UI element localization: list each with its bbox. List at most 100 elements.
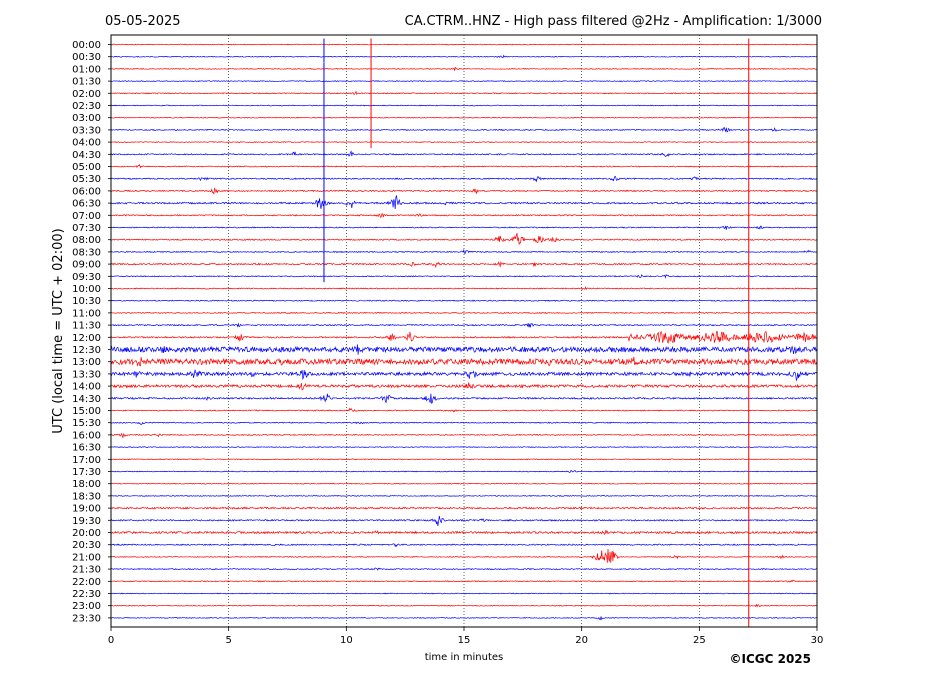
date-label: 05-05-2025 <box>105 14 181 29</box>
trace-row-0130 <box>110 80 817 83</box>
trace-row-1830 <box>110 495 817 497</box>
trace-row-1030 <box>110 299 817 302</box>
trace-row-2300 <box>110 603 817 608</box>
trace-row-0000 <box>110 43 817 46</box>
row-time-label: 03:30 <box>72 125 101 136</box>
row-time-label: 00:30 <box>72 52 101 63</box>
row-time-label: 10:00 <box>72 284 101 295</box>
trace-row-1130 <box>110 322 817 328</box>
x-axis-ticks: 0 5 10 15 20 25 30 <box>108 627 824 646</box>
row-time-label: 22:00 <box>72 577 101 588</box>
row-time-label: 02:00 <box>72 89 101 100</box>
row-time-label: 02:30 <box>72 101 101 112</box>
x-tick-label: 20 <box>575 635 588 646</box>
x-axis-label: time in minutes <box>425 652 504 663</box>
x-tick-label: 30 <box>811 635 824 646</box>
row-time-label: 01:30 <box>72 77 101 88</box>
trace-row-1330 <box>110 369 817 382</box>
trace-row-1630 <box>110 446 817 448</box>
x-tick-label: 25 <box>693 635 706 646</box>
trace-row-0200 <box>110 90 817 96</box>
trace-row-2200 <box>110 579 817 583</box>
x-tick-label: 0 <box>108 635 114 646</box>
row-time-label: 23:00 <box>72 601 101 612</box>
trace-row-0100 <box>110 66 817 71</box>
row-time-label: 15:00 <box>72 406 101 417</box>
trace-row-2330 <box>110 616 817 621</box>
row-time-label: 19:30 <box>72 516 101 527</box>
trace-row-2130 <box>110 567 817 571</box>
row-time-label: 18:30 <box>72 491 101 502</box>
trace-row-1000 <box>110 286 817 291</box>
row-time-label: 08:30 <box>72 247 101 258</box>
grid-lines <box>228 35 700 627</box>
row-time-label: 07:30 <box>72 223 101 234</box>
trace-row-1230 <box>110 344 817 355</box>
trace-row-0730 <box>110 225 817 230</box>
trace-row-0830 <box>110 248 817 255</box>
plot-frame <box>110 34 818 628</box>
trace-row-1300 <box>110 356 817 367</box>
trace-row-1930 <box>110 515 817 526</box>
trace-row-0230 <box>110 104 817 107</box>
trace-row-2000 <box>110 530 817 535</box>
trace-row-1200 <box>110 330 817 344</box>
trace-row-0330 <box>110 126 817 133</box>
trace-row-0700 <box>110 213 817 218</box>
row-time-label: 15:30 <box>72 418 101 429</box>
trace-row-2100 <box>110 548 817 563</box>
row-time-label: 10:30 <box>72 296 101 307</box>
row-time-label: 20:30 <box>72 540 101 551</box>
trace-row-2230 <box>110 592 817 595</box>
row-time-label: 05:30 <box>72 174 101 185</box>
row-time-label: 04:30 <box>72 150 101 161</box>
row-time-label: 19:00 <box>72 504 101 515</box>
row-time-label: 18:00 <box>72 479 101 490</box>
row-time-label: 23:30 <box>72 613 101 624</box>
trace-row-1800 <box>110 482 817 485</box>
row-time-label: 12:00 <box>72 333 101 344</box>
row-time-label: 16:00 <box>72 430 101 441</box>
chart-title: CA.CTRM..HNZ - High pass filtered @2Hz -… <box>405 14 822 29</box>
row-time-label: 00:00 <box>72 40 101 51</box>
row-time-label: 13:00 <box>72 357 101 368</box>
row-time-label: 13:30 <box>72 369 101 380</box>
spike-lines <box>323 38 750 627</box>
trace-row-0900 <box>110 260 817 269</box>
trace-row-0630 <box>110 194 817 210</box>
row-time-label: 06:30 <box>72 199 101 210</box>
trace-rows <box>110 43 817 621</box>
row-time-label: 07:00 <box>72 211 101 222</box>
x-tick-label: 10 <box>340 635 353 646</box>
x-tick-label: 15 <box>458 635 471 646</box>
row-time-label: 14:30 <box>72 394 101 405</box>
trace-row-0530 <box>110 175 817 183</box>
trace-row-0400 <box>110 140 817 143</box>
trace-row-1900 <box>110 506 817 510</box>
trace-row-0300 <box>110 116 817 119</box>
trace-row-0600 <box>110 187 817 195</box>
row-time-label: 11:00 <box>72 308 101 319</box>
copyright-label: ©ICGC 2025 <box>729 652 811 666</box>
row-time-label: 01:00 <box>72 64 101 75</box>
trace-row-1400 <box>110 382 817 391</box>
trace-row-0800 <box>110 233 817 246</box>
row-time-label: 09:00 <box>72 260 101 271</box>
trace-row-1730 <box>110 470 817 473</box>
row-time-label: 06:00 <box>72 186 101 197</box>
row-time-label: 22:30 <box>72 589 101 600</box>
trace-row-1530 <box>110 421 817 425</box>
trace-row-1100 <box>110 311 817 314</box>
row-time-label: 09:30 <box>72 272 101 283</box>
row-time-label: 11:30 <box>72 321 101 332</box>
y-axis-label: UTC (local time = UTC + 02:00) <box>51 228 66 433</box>
row-time-label: 08:00 <box>72 235 101 246</box>
x-tick-label: 5 <box>225 635 231 646</box>
trace-row-1430 <box>110 393 817 404</box>
trace-row-0500 <box>110 164 817 169</box>
trace-row-2030 <box>110 543 817 548</box>
row-time-label: 03:00 <box>72 113 101 124</box>
row-time-label: 17:00 <box>72 455 101 466</box>
trace-row-1600 <box>110 432 817 438</box>
